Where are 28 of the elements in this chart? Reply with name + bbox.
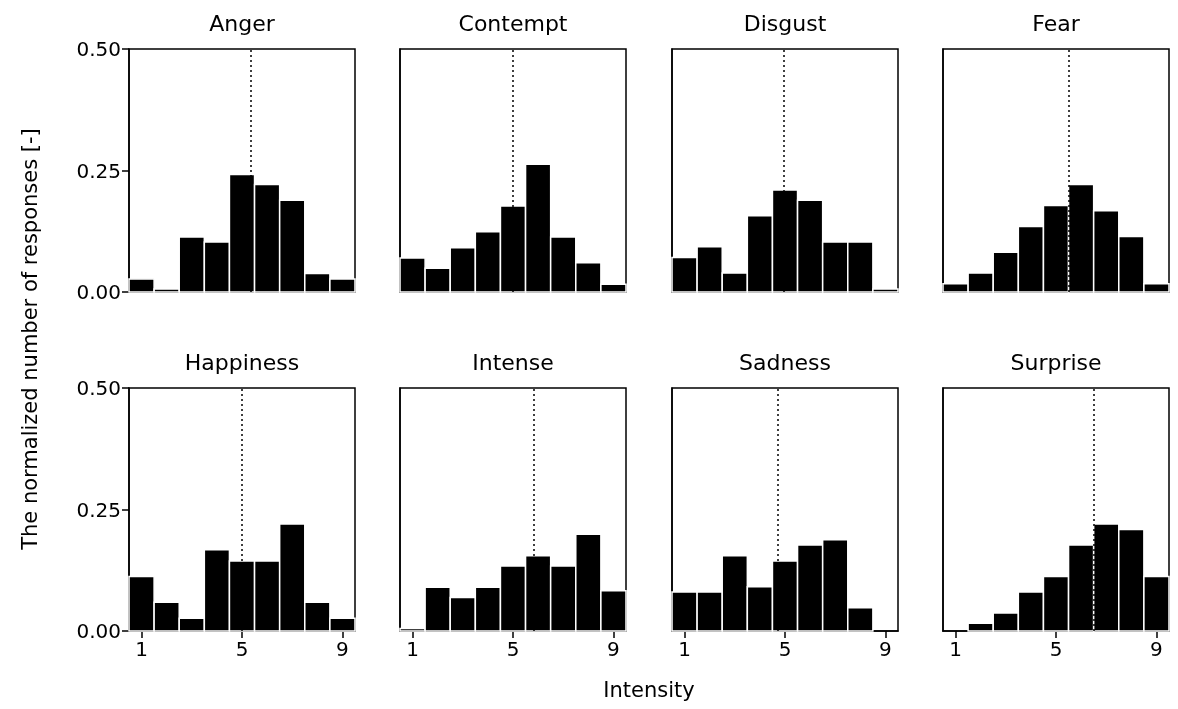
x-tick-label: 5 (235, 637, 249, 661)
x-tick-label: 1 (678, 637, 691, 661)
x-tick-label: 5 (1049, 637, 1063, 661)
chart-title: Fear (1032, 10, 1081, 36)
x-tick-label: 9 (1150, 637, 1163, 661)
chart-title: Contempt (458, 10, 568, 36)
y-tick-label: 0.00 (76, 619, 121, 643)
chart-title: Intense (472, 349, 554, 375)
x-tick-label: 9 (336, 637, 349, 661)
x-tick-label: 1 (949, 637, 962, 661)
chart-title: Disgust (743, 10, 827, 36)
x-tick-label: 1 (406, 637, 419, 661)
y-tick-label: 0.25 (76, 158, 121, 183)
y-axis-title: The normalized number of responses [-] (18, 128, 42, 550)
x-tick-label: 9 (879, 637, 892, 661)
y-tick-label: 0.50 (76, 37, 121, 61)
y-tick-label: 0.00 (76, 280, 121, 304)
x-tick-label: 9 (607, 637, 620, 661)
chart-title: Anger (209, 10, 276, 36)
x-tick-label: 1 (135, 637, 148, 661)
chart-title: Happiness (184, 349, 300, 375)
x-tick-label: 5 (506, 637, 520, 661)
x-tick-label: 5 (778, 637, 792, 661)
chart-title: Surprise (1010, 349, 1102, 375)
chart-title: Sadness (739, 349, 831, 375)
y-tick-label: 0.50 (76, 376, 121, 400)
x-axis-title: Intensity (603, 678, 695, 702)
y-tick-label: 0.25 (76, 497, 121, 522)
